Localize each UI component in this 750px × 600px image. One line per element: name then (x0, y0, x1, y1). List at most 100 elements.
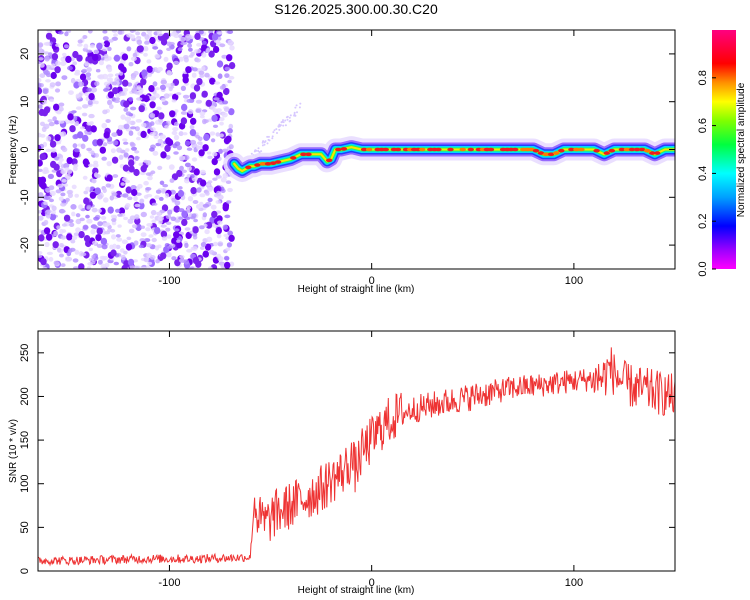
noise-blob (152, 46, 159, 50)
noise-blob (225, 180, 232, 184)
scatter-dot (250, 152, 253, 155)
noise-blob (144, 34, 150, 40)
noise-blob (201, 40, 207, 45)
noise-blob (149, 121, 155, 126)
noise-blob (146, 65, 153, 73)
scatter-dot (286, 118, 289, 121)
noise-blob (58, 157, 64, 162)
noise-blob (101, 256, 106, 261)
noise-blob (38, 168, 43, 172)
noise-blob (199, 179, 207, 187)
noise-blob (79, 217, 85, 222)
noise-blob (120, 248, 125, 253)
noise-blob (162, 184, 169, 188)
noise-blob (111, 132, 118, 138)
noise-blob (124, 116, 132, 122)
noise-blob (54, 66, 61, 74)
noise-blob (88, 257, 95, 262)
noise-blob (224, 66, 231, 71)
noise-blob (175, 92, 182, 96)
noise-blob (202, 250, 209, 258)
signal-peak (459, 147, 466, 152)
noise-blob (175, 219, 181, 223)
noise-blob (111, 156, 119, 164)
noise-blob (131, 146, 137, 151)
noise-blob (191, 72, 197, 78)
noise-blob (165, 137, 172, 145)
noise-blob (178, 56, 184, 62)
signal-peak (608, 148, 615, 153)
noise-blob (146, 30, 153, 34)
noise-blob (164, 125, 169, 129)
y-tick-label: 100 (19, 475, 31, 493)
signal-peak (365, 147, 373, 152)
scatter-dot (289, 114, 292, 117)
noise-blob (49, 190, 56, 196)
noise-blob (195, 99, 202, 104)
noise-blob (106, 77, 113, 83)
noise-blob (57, 183, 64, 188)
noise-blob (204, 229, 210, 235)
noise-blob (134, 217, 141, 225)
noise-blob (113, 33, 118, 37)
noise-blob (52, 241, 59, 249)
noise-blob (206, 151, 212, 155)
noise-blob (216, 190, 222, 197)
noise-blob (218, 148, 224, 154)
noise-blob (117, 213, 123, 217)
noise-blob (146, 243, 152, 248)
noise-blob (177, 47, 183, 52)
noise-blob (102, 109, 108, 115)
noise-blob (176, 241, 183, 249)
noise-blob (158, 112, 165, 120)
noise-blob (38, 192, 44, 198)
spectrogram-signal-track (223, 102, 675, 182)
noise-blob (223, 233, 229, 238)
scatter-dot (272, 131, 275, 134)
noise-blob (61, 223, 67, 227)
noise-blob (103, 40, 111, 48)
noise-blob (158, 216, 163, 222)
noise-blob (55, 60, 61, 66)
noise-blob (185, 34, 192, 39)
noise-blob (38, 78, 42, 83)
noise-blob (72, 134, 79, 140)
noise-blob (226, 242, 232, 248)
spectrogram-y-ticks: -20 -10 0 10 20 (19, 48, 675, 253)
noise-blob (148, 234, 154, 238)
noise-blob (69, 120, 75, 124)
noise-blob (225, 247, 231, 252)
noise-blob (48, 52, 53, 56)
noise-blob (166, 41, 172, 47)
noise-blob (54, 120, 60, 125)
noise-blob (107, 73, 114, 78)
noise-blob (182, 132, 188, 136)
noise-blob (215, 175, 222, 179)
noise-blob (190, 187, 197, 195)
noise-blob (214, 81, 221, 85)
noise-blob (190, 117, 197, 125)
noise-blob (136, 136, 141, 141)
signal-peak (254, 163, 261, 167)
noise-blob (115, 97, 120, 101)
scatter-dot (293, 114, 296, 117)
noise-blob (159, 134, 166, 139)
y-tick-label: -20 (19, 237, 31, 253)
noise-blob (51, 205, 57, 212)
noise-blob (60, 169, 67, 175)
signal-peak (264, 162, 272, 166)
noise-blob (68, 90, 74, 95)
noise-blob (106, 161, 112, 167)
noise-blob (135, 31, 141, 36)
noise-blob (199, 74, 205, 78)
noise-blob (165, 214, 172, 220)
noise-blob (72, 258, 79, 263)
noise-blob (222, 148, 229, 153)
noise-blob (74, 193, 79, 198)
noise-blob (127, 196, 133, 201)
noise-blob (109, 104, 114, 110)
scatter-dot (260, 150, 263, 153)
noise-blob (96, 138, 104, 146)
x-tick-label: -100 (158, 577, 180, 589)
noise-blob (163, 56, 169, 62)
